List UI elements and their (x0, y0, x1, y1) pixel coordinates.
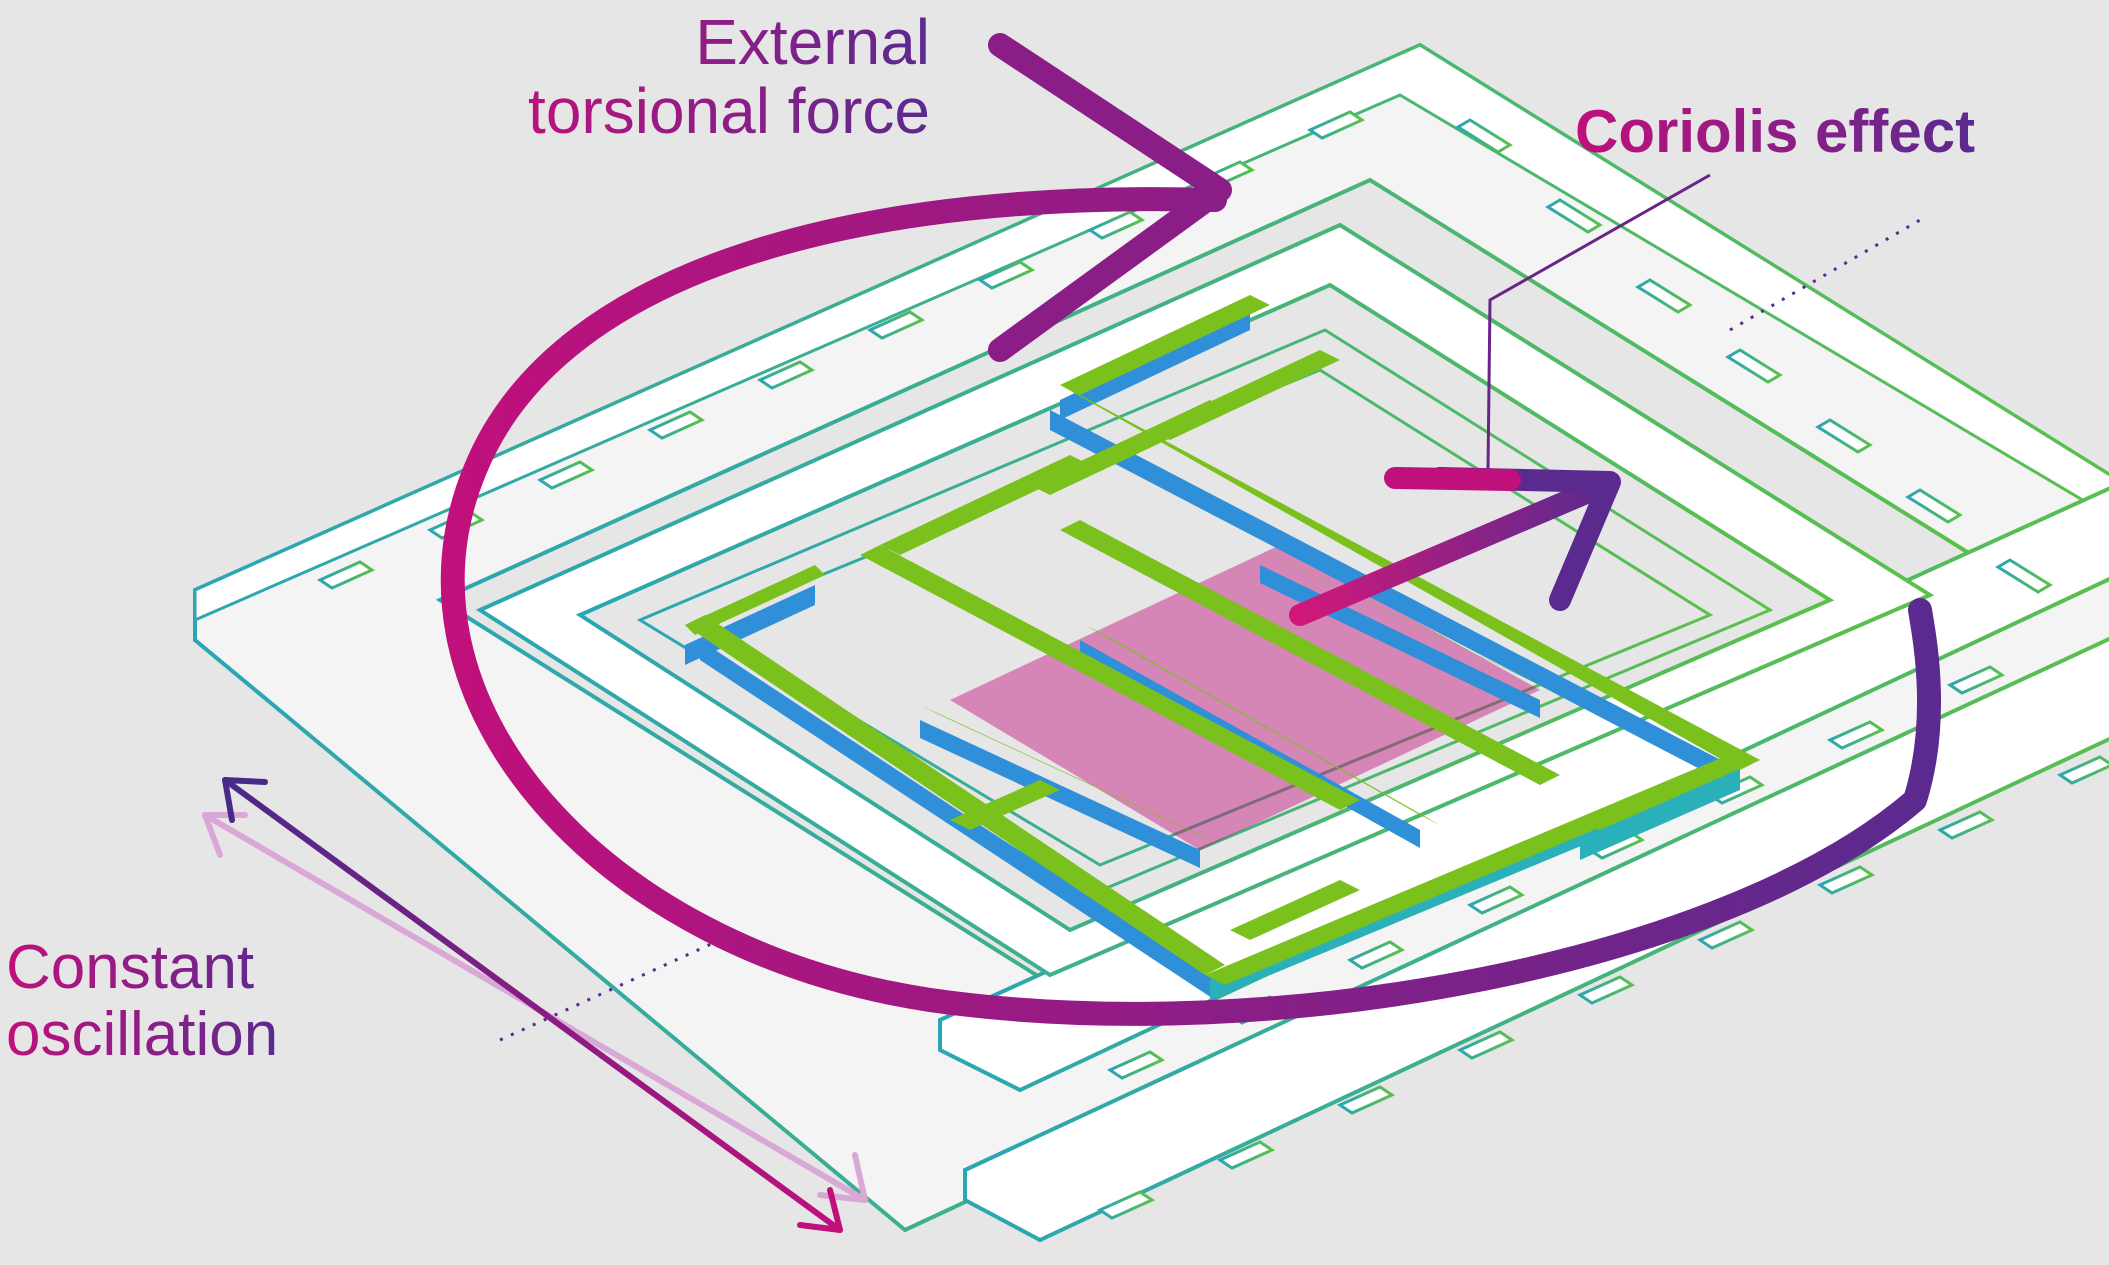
coriolis-arrow (1289, 467, 1621, 626)
torsion-arrow (440, 33, 1942, 1026)
external-label-line1: External (695, 6, 930, 78)
external-torsional-force-label: External torsional force (500, 8, 930, 146)
axis-lines (499, 218, 1921, 1042)
coriolis-leader-line (1486, 173, 1711, 471)
constant-oscillation-label: Constant oscillation (6, 935, 278, 1069)
proof-mass-beams (685, 295, 1760, 1000)
external-label-line2: torsional force (528, 75, 930, 148)
highlight-plate (950, 545, 1540, 850)
oscillation-arrow (202, 777, 868, 1233)
oscillation-label-line1: Constant (6, 933, 255, 1002)
oscillation-label-line2: oscillation (6, 999, 279, 1069)
coriolis-effect-label: Coriolis effect (1575, 98, 1976, 165)
